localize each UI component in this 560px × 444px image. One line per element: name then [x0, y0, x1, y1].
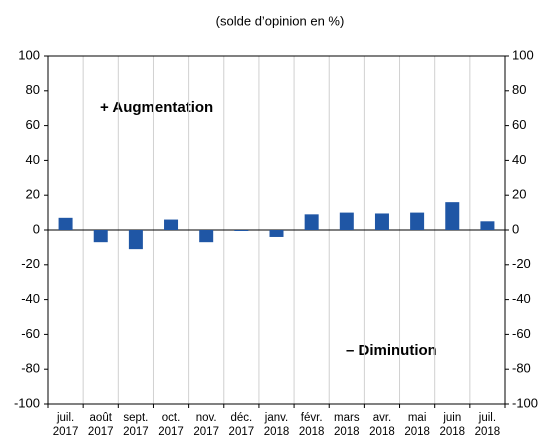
x-tick-label: nov. 2017 — [193, 412, 219, 438]
bar — [93, 230, 108, 243]
x-tick-label: avr. 2018 — [369, 412, 395, 438]
y-tick-label: 0 — [33, 221, 40, 236]
y-tick-label: -20 — [21, 256, 40, 271]
y2-tick-label: 0 — [512, 221, 519, 236]
y-tick-label: -60 — [21, 326, 40, 341]
x-tick-label: janv. 2018 — [264, 412, 290, 438]
x-tick-label: févr. 2018 — [299, 412, 325, 438]
y2-tick-label: 100 — [512, 47, 534, 62]
y-tick-label: -40 — [21, 291, 40, 306]
bar — [445, 202, 460, 230]
y2-tick-label: 20 — [512, 187, 526, 202]
y-tick-label: 40 — [26, 152, 40, 167]
x-tick-label: sept. 2017 — [123, 412, 149, 438]
chart-subtitle: (solde d’opinion en %) — [216, 13, 345, 28]
y-tick-label: 100 — [18, 47, 40, 62]
bar — [304, 214, 319, 230]
y-tick-label: -100 — [14, 395, 40, 410]
x-tick-label: mai 2018 — [404, 412, 430, 438]
x-tick-label: juil. 2017 — [53, 412, 79, 438]
bar — [374, 213, 389, 230]
bar — [480, 221, 495, 230]
y2-tick-label: -100 — [512, 395, 538, 410]
x-tick-label: déc. 2017 — [229, 412, 255, 438]
bar — [269, 230, 284, 237]
y2-tick-label: -80 — [512, 361, 531, 376]
y2-tick-label: 40 — [512, 152, 526, 167]
bar — [58, 217, 73, 230]
y2-tick-label: -60 — [512, 326, 531, 341]
x-tick-label: juin 2018 — [439, 412, 465, 438]
y2-tick-label: 60 — [512, 117, 526, 132]
bar — [128, 230, 143, 250]
y2-tick-label: -40 — [512, 291, 531, 306]
x-tick-label: juil. 2018 — [475, 412, 501, 438]
x-tick-label: août 2017 — [88, 412, 114, 438]
annotation: – Diminution — [346, 342, 437, 359]
x-tick-label: mars 2018 — [334, 412, 360, 438]
bar — [164, 219, 179, 230]
bar — [410, 212, 425, 230]
y-tick-label: -80 — [21, 361, 40, 376]
y-tick-label: 20 — [26, 187, 40, 202]
annotation: + Augmentation — [100, 99, 213, 116]
bar — [234, 230, 249, 231]
x-tick-label: oct. 2017 — [158, 412, 184, 438]
y-tick-label: 80 — [26, 82, 40, 97]
bar — [339, 212, 354, 230]
y2-tick-label: 80 — [512, 82, 526, 97]
y-tick-label: 60 — [26, 117, 40, 132]
y2-tick-label: -20 — [512, 256, 531, 271]
bar — [199, 230, 214, 243]
